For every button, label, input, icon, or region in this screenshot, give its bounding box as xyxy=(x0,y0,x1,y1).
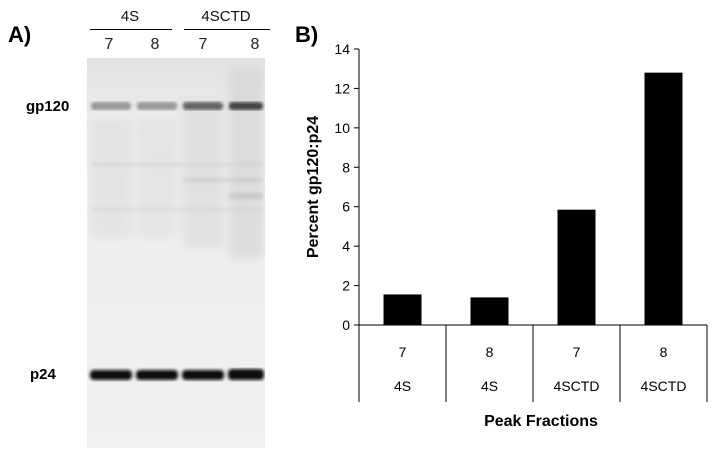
x-group-label: 4S xyxy=(481,378,498,394)
bar xyxy=(644,72,683,326)
x-axis-title: Peak Fractions xyxy=(484,413,598,430)
gp120-band xyxy=(91,102,131,110)
panel-a-label: A) xyxy=(8,22,32,47)
x-group-label: 4S xyxy=(394,378,411,394)
gp120-band xyxy=(137,102,177,110)
x-group-label: 4SCTD xyxy=(641,378,687,394)
group-underline-4s xyxy=(90,29,172,30)
x-category-label: 7 xyxy=(399,344,407,360)
gp120-band xyxy=(229,102,263,110)
group-label-4sctd: 4SCTD xyxy=(201,8,251,25)
band-label-gp120: gp120 xyxy=(26,98,70,115)
y-tick-label: 2 xyxy=(342,278,350,294)
lane-number: 7 xyxy=(104,36,114,53)
western-blot-image xyxy=(87,58,265,448)
y-tick-label: 12 xyxy=(334,80,350,96)
x-group-label: 4SCTD xyxy=(554,378,600,394)
group-label-4s: 4S xyxy=(120,8,140,25)
band-label-p24: p24 xyxy=(30,366,56,383)
y-axis-title: Percent gp120:p24 xyxy=(305,116,322,258)
x-category-label: 8 xyxy=(660,344,668,360)
y-tick-label: 14 xyxy=(334,41,350,57)
y-tick-label: 8 xyxy=(342,159,350,175)
x-category-label: 8 xyxy=(486,344,494,360)
lane-number: 8 xyxy=(250,36,260,53)
y-tick-label: 6 xyxy=(342,199,350,215)
x-category-label: 7 xyxy=(573,344,581,360)
y-tick-label: 10 xyxy=(334,120,350,136)
bar xyxy=(557,209,596,325)
y-tick-label: 4 xyxy=(342,238,350,254)
panel-b-label: B) xyxy=(295,22,319,47)
lane-number: 8 xyxy=(150,36,160,53)
gp120-band xyxy=(183,102,223,110)
bar xyxy=(383,294,422,325)
y-tick-label: 0 xyxy=(342,317,350,333)
group-underline-4sctd xyxy=(184,29,270,30)
bar xyxy=(470,297,509,325)
lane-number: 7 xyxy=(198,36,208,53)
